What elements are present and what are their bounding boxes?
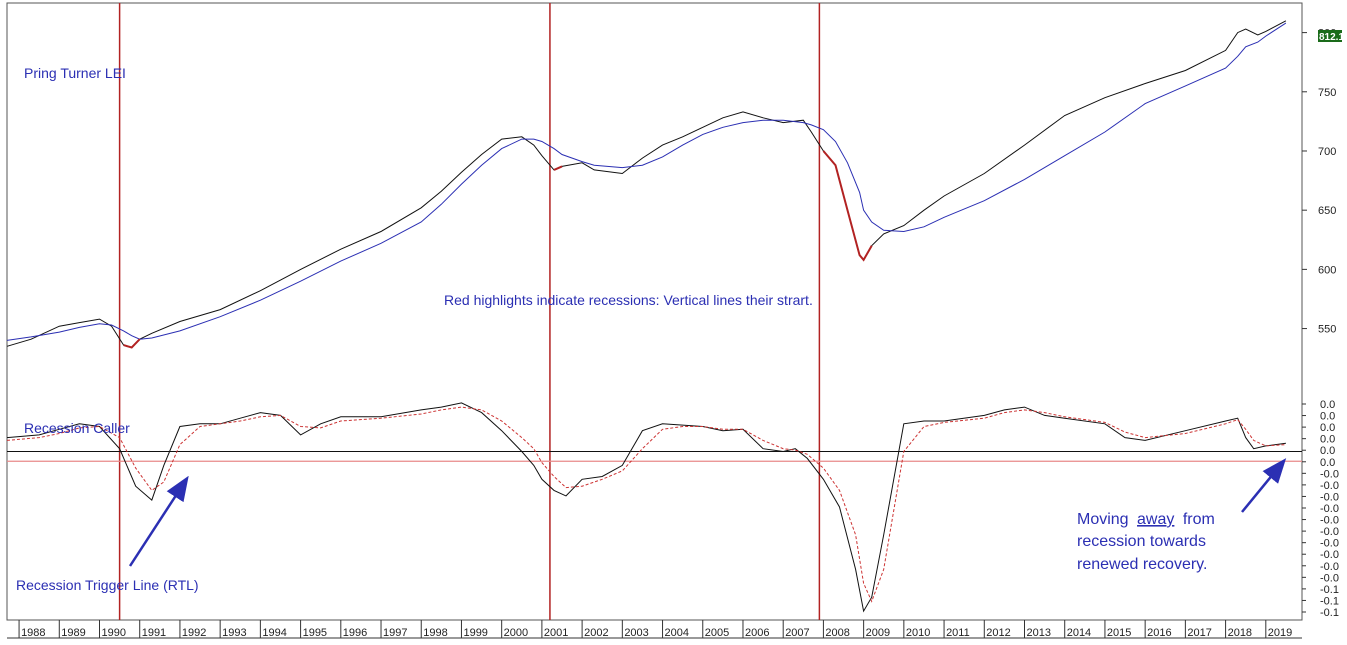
y-tick-label: 650	[1318, 205, 1336, 217]
y-tick-label: -0.0	[1320, 561, 1339, 573]
y-tick-label: 0.0	[1320, 445, 1335, 457]
y-tick-label: 700	[1318, 146, 1336, 158]
y-tick-label: -0.0	[1320, 491, 1339, 503]
x-tick-label: 2016	[1147, 627, 1171, 639]
x-tick-label: 2002	[584, 627, 608, 639]
y-tick-label: -0.0	[1320, 515, 1339, 527]
highlight-note: Red highlights indicate recessions: Vert…	[444, 292, 813, 308]
lei-series-line	[6, 20, 1287, 349]
x-tick-label: 2015	[1107, 627, 1131, 639]
x-tick-label: 1990	[102, 627, 126, 639]
y-tick-label: -0.0	[1320, 503, 1339, 515]
x-tick-label: 1997	[383, 627, 407, 639]
y-tick-label: 750	[1318, 87, 1336, 99]
x-tick-label: 2013	[1027, 627, 1051, 639]
recovery-arrow	[1241, 458, 1287, 513]
x-tick-label: 2003	[624, 627, 648, 639]
y-tick-label: -0.0	[1320, 549, 1339, 561]
x-tick-label: 1995	[303, 627, 327, 639]
x-tick-label: 1994	[262, 627, 286, 639]
recession-highlight	[553, 165, 563, 171]
x-tick-label: 2004	[665, 627, 689, 639]
rtl-label: Recession Trigger Line (RTL)	[16, 577, 199, 593]
moving-text-line2: recession towards	[1077, 533, 1206, 550]
y-tick-label: 0.0	[1320, 434, 1335, 446]
x-tick-label: 2018	[1228, 627, 1252, 639]
x-tick-label: 1996	[343, 627, 367, 639]
rtl-arrow	[128, 475, 189, 567]
recession-highlight	[822, 150, 873, 262]
last-value-badge-text: 812.12	[1319, 32, 1347, 43]
lei-label: Pring Turner LEI	[24, 65, 126, 81]
recession-highlight	[123, 338, 141, 349]
y-tick-label: -0.0	[1320, 468, 1339, 480]
x-tick-label: 1992	[182, 627, 206, 639]
y-tick-label: -0.1	[1320, 584, 1339, 596]
y-tick-label: 0.0	[1320, 399, 1335, 411]
x-tick-label: 2019	[1268, 627, 1292, 639]
x-tick-label: 2005	[705, 627, 729, 639]
x-tick-label: 2010	[906, 627, 930, 639]
y-tick-label: 0.0	[1320, 457, 1335, 469]
moving-text: Moving away from	[1077, 511, 1215, 528]
x-tick-label: 1991	[142, 627, 166, 639]
y-tick-label: 600	[1318, 264, 1336, 276]
y-tick-label: 0.0	[1320, 422, 1335, 434]
x-tick-label: 2000	[504, 627, 528, 639]
x-tick-label: 1999	[463, 627, 487, 639]
lei-ma-series-line	[6, 22, 1287, 341]
x-tick-label: 2017	[1187, 627, 1211, 639]
moving-text-line3: renewed recovery.	[1077, 556, 1207, 573]
x-tick-label: 2007	[785, 627, 809, 639]
x-tick-label: 2009	[866, 627, 890, 639]
x-tick-label: 1998	[423, 627, 447, 639]
x-tick-label: 1989	[61, 627, 85, 639]
last-value-badge	[1318, 30, 1342, 42]
x-tick-label: 2008	[825, 627, 849, 639]
y-tick-label: -0.1	[1320, 607, 1339, 619]
x-tick-label: 2014	[1067, 627, 1091, 639]
plot-frame	[6, 2, 1303, 621]
y-tick-label: -0.0	[1320, 526, 1339, 538]
y-tick-label: -0.1	[1320, 595, 1339, 607]
y-tick-label: -0.0	[1320, 572, 1339, 584]
x-tick-label: 2012	[986, 627, 1010, 639]
recession-caller-line	[6, 402, 1286, 613]
x-tick-label: 2001	[544, 627, 568, 639]
y-tick-label: -0.0	[1320, 538, 1339, 550]
caller-label: Recession Caller	[24, 420, 130, 436]
x-tick-label: 2011	[946, 627, 970, 639]
y-tick-label: -0.0	[1320, 480, 1339, 492]
y-tick-label: 550	[1318, 324, 1336, 336]
y-tick-label: 0.0	[1320, 411, 1335, 423]
x-tick-label: 1993	[222, 627, 246, 639]
x-tick-label: 1988	[21, 627, 45, 639]
x-tick-label: 2006	[745, 627, 769, 639]
